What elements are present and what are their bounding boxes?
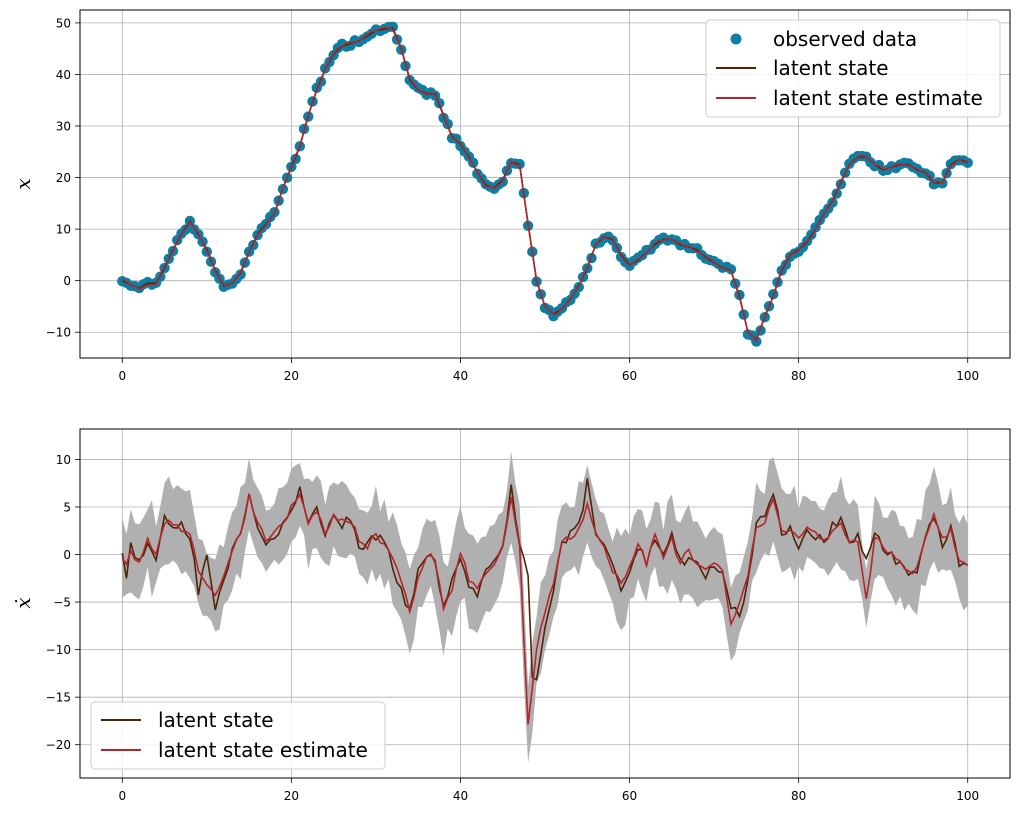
x-tick-label: 0	[118, 369, 126, 383]
top-ylabel: x	[11, 178, 35, 189]
y-tick-label: 10	[56, 223, 71, 237]
top-ticks: 0 20 40 60 80 100 −10 0 10 20 30 40 50	[46, 16, 980, 383]
legend-latent-label: latent state	[773, 56, 889, 80]
top-plot: 0 20 40 60 80 100 −10 0 10 20 30 40 50 x observed da…	[11, 9, 1011, 383]
y-tick-label: −10	[46, 326, 71, 340]
x-tick-label: 40	[453, 789, 468, 803]
y-tick-label: −10	[46, 643, 71, 657]
bottom-legend-box	[90, 701, 386, 770]
bottom-plot: 0 20 40 60 80 100 −20 −15 −10 −5 0 5 10 ẋ latent sta…	[11, 428, 1011, 803]
y-tick-label: 50	[56, 16, 71, 30]
y-tick-label: 20	[56, 171, 71, 185]
y-tick-label: −5	[53, 596, 71, 610]
x-tick-label: 60	[622, 789, 637, 803]
y-tick-label: 30	[56, 120, 71, 134]
x-tick-label: 0	[118, 789, 126, 803]
observed-point	[387, 21, 399, 33]
y-tick-label: 0	[63, 274, 71, 288]
x-tick-label: 80	[791, 369, 806, 383]
y-tick-label: −20	[46, 738, 71, 752]
bottom-series	[121, 451, 969, 763]
observed-point	[962, 157, 973, 168]
bottom-ylabel: ẋ	[11, 597, 35, 608]
y-tick-label: 40	[56, 68, 71, 82]
latent-state-line	[121, 478, 969, 681]
legend-observed-marker	[730, 33, 742, 45]
latent-state-estimate-line	[121, 492, 969, 725]
x-tick-label: 100	[956, 369, 979, 383]
legend-estimate-label: latent state estimate	[158, 738, 368, 762]
legend-estimate-label: latent state estimate	[773, 86, 983, 110]
top-legend: observed data latent state latent state …	[705, 19, 1001, 118]
top-series	[117, 21, 973, 347]
y-tick-label: 0	[63, 548, 71, 562]
x-tick-label: 20	[284, 369, 299, 383]
x-tick-label: 20	[284, 789, 299, 803]
x-tick-label: 40	[453, 369, 468, 383]
latent-state-estimate-line	[121, 26, 968, 343]
x-tick-label: 100	[956, 789, 979, 803]
legend-latent-label: latent state	[158, 708, 274, 732]
observed-point	[725, 264, 737, 275]
x-tick-label: 80	[791, 789, 806, 803]
bottom-legend: latent state latent state estimate	[90, 701, 386, 770]
bottom-plot-frame	[79, 428, 1011, 779]
x-tick-label: 60	[622, 369, 637, 383]
legend-observed-label: observed data	[773, 27, 917, 51]
y-tick-label: 10	[56, 453, 71, 467]
top-legend-box	[705, 19, 1001, 118]
y-tick-label: −15	[46, 691, 71, 705]
top-plot-frame	[79, 9, 1011, 359]
y-tick-label: 5	[63, 500, 71, 514]
bottom-ticks: 0 20 40 60 80 100 −20 −15 −10 −5 0 5 10	[46, 453, 980, 803]
